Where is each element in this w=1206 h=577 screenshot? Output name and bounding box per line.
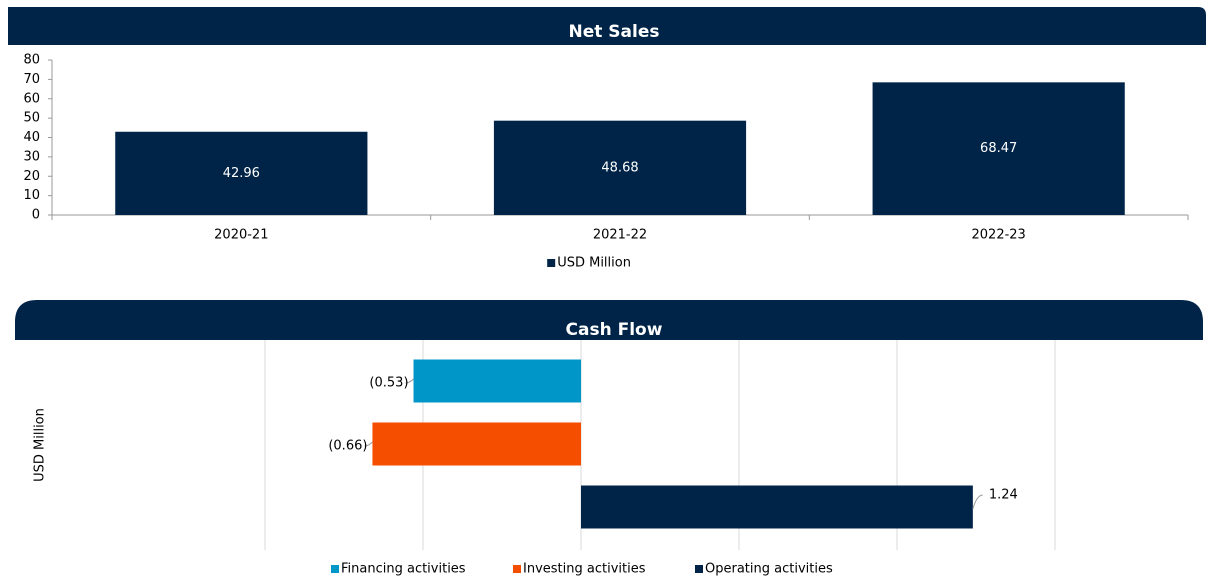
leader-line: [972, 494, 983, 510]
y-tick-label: 70: [23, 72, 40, 87]
y-tick-label: 10: [23, 188, 40, 203]
y-tick-label: 30: [23, 149, 40, 164]
y-tick-label: 60: [23, 91, 40, 106]
legend-label: Financing activities: [341, 562, 466, 577]
chart-title: Net Sales: [569, 22, 660, 42]
data-label: (0.53): [369, 376, 408, 391]
y-tick-label: 20: [23, 169, 40, 184]
legend-swatch: [695, 565, 703, 573]
header-banner: [8, 7, 1206, 45]
legend-swatch: [547, 259, 556, 267]
bar: [413, 359, 581, 403]
bar: [581, 485, 973, 529]
legend-label: Investing activities: [523, 562, 646, 577]
data-label: 48.68: [601, 160, 638, 175]
legend-swatch: [513, 565, 521, 573]
bar: [115, 131, 368, 215]
bar: [372, 422, 581, 466]
bar: [493, 120, 747, 215]
legend-label: USD Million: [557, 256, 631, 271]
y-axis-label: USD Million: [33, 408, 48, 482]
leader-line: [405, 378, 414, 384]
x-tick-label: 2021-22: [593, 228, 647, 243]
chart-title: Cash Flow: [566, 320, 663, 340]
x-tick-label: 2020-21: [214, 228, 268, 243]
y-tick-label: 40: [23, 130, 40, 145]
legend-swatch: [331, 565, 339, 573]
y-tick-label: 80: [23, 53, 40, 68]
data-label: 68.47: [980, 141, 1017, 156]
data-label: 1.24: [989, 488, 1018, 503]
y-tick-label: 0: [32, 208, 40, 223]
bar: [872, 82, 1125, 215]
y-tick-label: 50: [23, 111, 40, 126]
leader-line: [364, 441, 373, 447]
data-label: (0.66): [328, 439, 367, 454]
header-banner: [15, 300, 1203, 340]
data-label: 42.96: [223, 166, 260, 181]
x-tick-label: 2022-23: [972, 228, 1026, 243]
legend-label: Operating activities: [705, 562, 833, 577]
